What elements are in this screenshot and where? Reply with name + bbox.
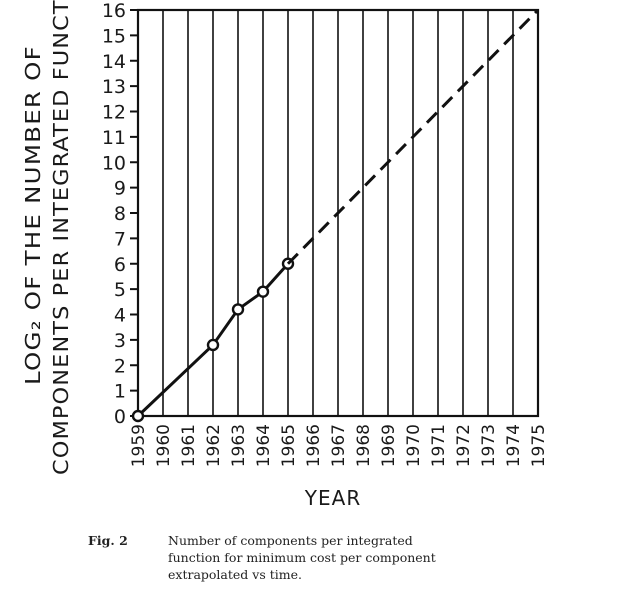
y-tick-label-12: 12 bbox=[102, 102, 126, 124]
x-tick-labels: 1959 1960 1961 1962 1963 1964 1965 1966 1967 1968… bbox=[129, 424, 549, 467]
y-tick-label-8: 8 bbox=[114, 203, 126, 225]
y-tick-label-15: 15 bbox=[102, 25, 126, 47]
caption-line-1: Number of components per integrated bbox=[168, 533, 413, 548]
x-tick-label-1966: 1966 bbox=[304, 424, 324, 467]
x-tick-label-1962: 1962 bbox=[204, 424, 224, 467]
x-tick-label-1965: 1965 bbox=[279, 424, 299, 467]
y-tick-label-1: 1 bbox=[114, 381, 126, 403]
series-0-point-1963 bbox=[231, 303, 245, 316]
x-tick-label-1974: 1974 bbox=[504, 424, 524, 467]
x-tick-label-1971: 1971 bbox=[429, 424, 449, 467]
y-tick-label-4: 4 bbox=[114, 305, 126, 327]
y-tick-label-10: 10 bbox=[102, 152, 126, 174]
y-tick-label-3: 3 bbox=[114, 330, 126, 352]
x-tick-label-1973: 1973 bbox=[479, 424, 499, 467]
x-tick-label-1968: 1968 bbox=[354, 424, 374, 467]
y-tick-label-9: 9 bbox=[114, 178, 126, 200]
x-tick-label-1961: 1961 bbox=[179, 424, 199, 467]
caption-line-3: extrapolated vs time. bbox=[168, 567, 302, 582]
y-tick-label-13: 13 bbox=[102, 76, 126, 98]
x-tick-label-1970: 1970 bbox=[404, 424, 424, 467]
series-1-line bbox=[286, 8, 540, 265]
series-0-point-1959 bbox=[131, 409, 145, 423]
y-tick-label-6: 6 bbox=[114, 254, 126, 276]
y-axis-title-line1: LOG₂ OF THE NUMBER OF bbox=[21, 45, 45, 385]
x-tick-label-1959: 1959 bbox=[129, 424, 149, 467]
x-tick-label-1972: 1972 bbox=[454, 424, 474, 467]
y-tick-label-7: 7 bbox=[114, 228, 126, 250]
y-tick-label-2: 2 bbox=[114, 355, 126, 377]
x-tick-label-1964: 1964 bbox=[254, 424, 274, 467]
y-tick-label-11: 11 bbox=[102, 127, 126, 149]
x-tick-label-1967: 1967 bbox=[329, 424, 349, 467]
y-tick-label-0: 0 bbox=[114, 406, 126, 428]
figure-label: Fig. 2 bbox=[88, 533, 128, 548]
y-tick-label-14: 14 bbox=[102, 51, 126, 73]
x-tick-label-1969: 1969 bbox=[379, 424, 399, 467]
plot-area bbox=[130, 8, 540, 423]
x-tick-label-1960: 1960 bbox=[154, 424, 174, 467]
x-tick-label-1975: 1975 bbox=[529, 424, 549, 467]
y-tick-label-16: 16 bbox=[102, 0, 126, 22]
series-0-point-1962 bbox=[206, 338, 220, 352]
caption-text: Number of components per integrated func… bbox=[168, 532, 608, 583]
series-0-point-1964 bbox=[256, 285, 270, 298]
x-axis-title: YEAR bbox=[304, 486, 361, 510]
x-tick-label-1963: 1963 bbox=[229, 424, 249, 467]
y-tick-label-5: 5 bbox=[114, 279, 126, 301]
caption-line-2: function for minimum cost per component bbox=[168, 550, 436, 565]
y-axis-title-line2: COMPONENTS PER INTEGRATED FUNCTION bbox=[49, 0, 73, 475]
